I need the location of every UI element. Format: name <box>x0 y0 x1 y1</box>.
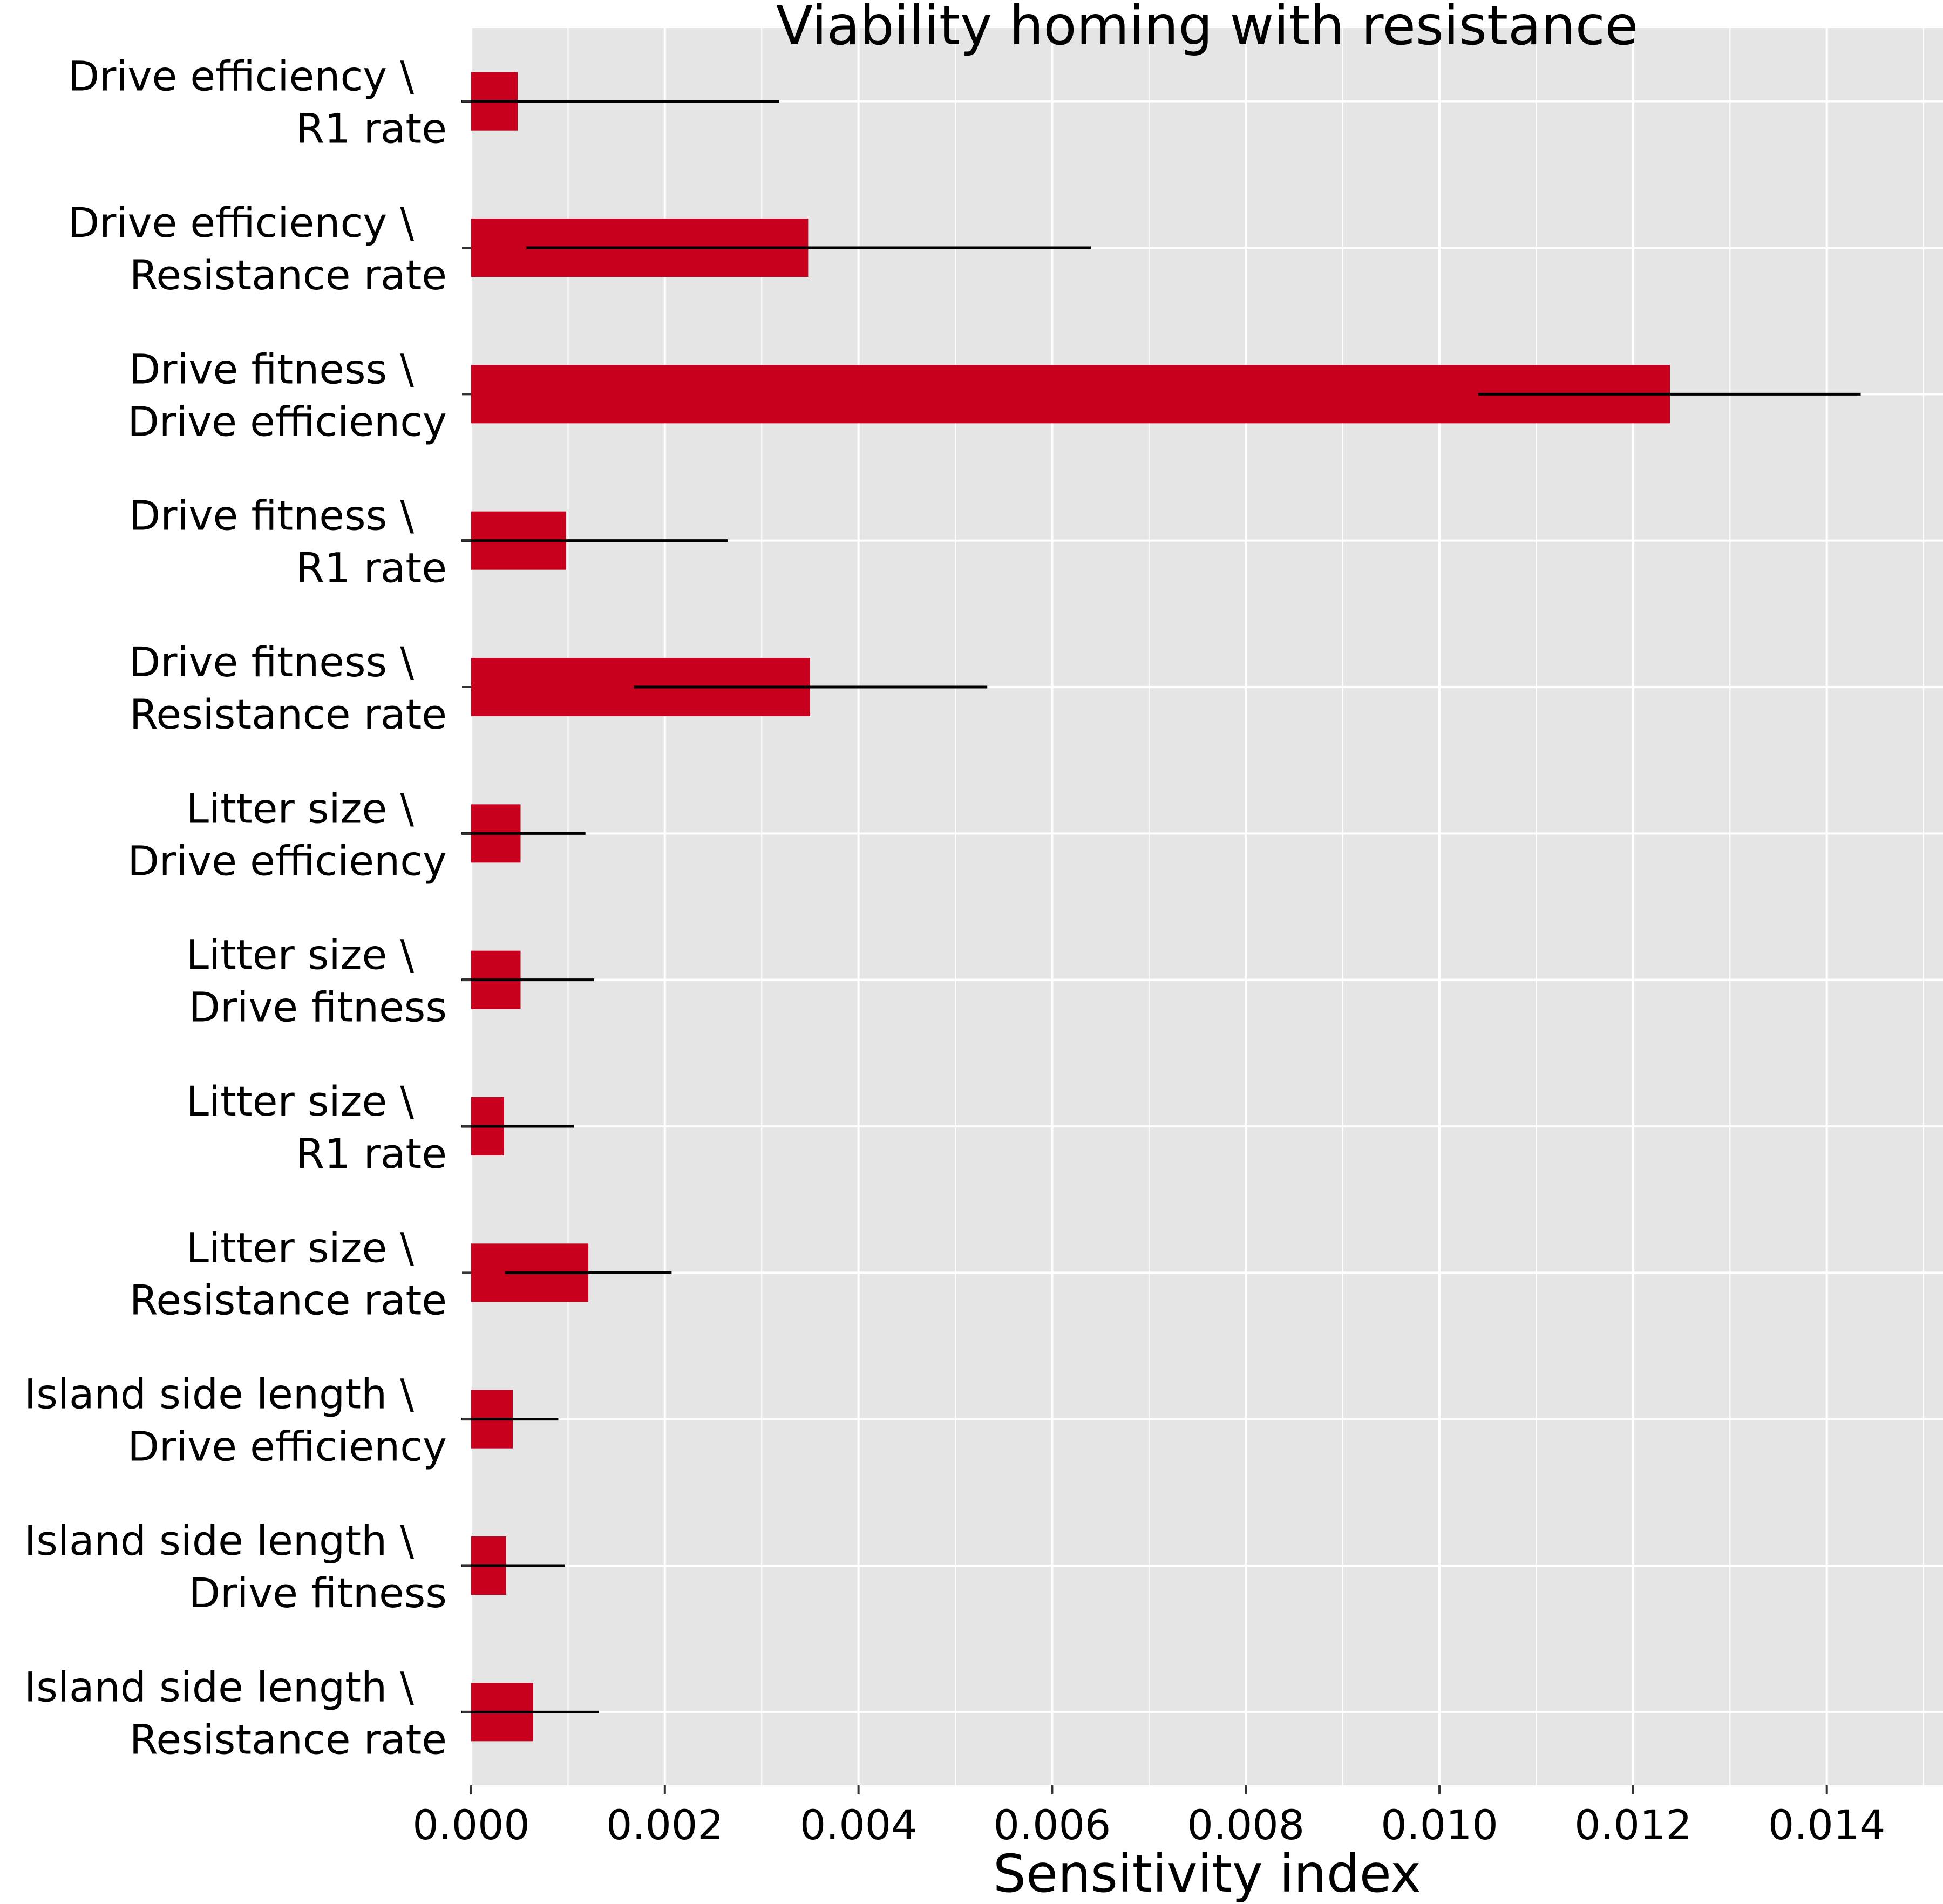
category-label-line1: Drive efficiency \ <box>68 52 415 100</box>
category-label-line1: Island side length \ <box>24 1370 415 1418</box>
x-ticks: 0.000 0.002 0.004 0.006 0.008 0.010 0.012 0.014 <box>412 1785 1885 1849</box>
category-label-line2: R1 rate <box>296 544 447 592</box>
x-tick-label: 0.008 <box>1187 1801 1305 1849</box>
x-tick-label: 0.004 <box>800 1801 918 1849</box>
category-label-line1: Drive fitness \ <box>129 345 415 393</box>
x-axis-title: Sensitivity index <box>993 1844 1421 1904</box>
category-label-line2: Drive efficiency <box>127 397 447 445</box>
error-bars <box>461 100 1861 1713</box>
category-label-line1: Litter size \ <box>186 931 415 979</box>
category-label-line2: R1 rate <box>296 105 447 153</box>
y-ticks <box>462 100 471 1713</box>
category-label-line2: Drive efficiency <box>127 837 447 885</box>
category-label-line1: Litter size \ <box>186 1077 415 1125</box>
category-label-line2: Drive fitness <box>188 983 447 1031</box>
category-label-line2: R1 rate <box>296 1130 447 1178</box>
category-label-line1: Litter size \ <box>186 1223 415 1271</box>
category-label-line1: Island side length \ <box>24 1663 415 1711</box>
category-label-line1: Drive efficiency \ <box>68 199 415 247</box>
category-label-line2: Drive fitness <box>188 1569 447 1617</box>
category-label-line2: Resistance rate <box>130 1276 447 1324</box>
x-tick-label: 0.010 <box>1381 1801 1498 1849</box>
category-labels: Drive efficiency \ R1 rate Drive efficienc… <box>24 52 447 1764</box>
x-tick-label: 0.012 <box>1574 1801 1692 1849</box>
category-label-line2: Resistance rate <box>130 690 447 738</box>
category-label-line2: Resistance rate <box>130 1715 447 1763</box>
x-tick-label: 0.006 <box>994 1801 1111 1849</box>
category-label-line1: Drive fitness \ <box>129 492 415 540</box>
category-label-line1: Island side length \ <box>24 1517 415 1565</box>
category-label-line2: Resistance rate <box>130 251 447 299</box>
grid-lines <box>470 28 1943 1785</box>
category-label-line1: Drive fitness \ <box>129 638 415 686</box>
x-tick-label: 0.014 <box>1768 1801 1886 1849</box>
plot-panel <box>471 28 1943 1785</box>
x-tick-label: 0.002 <box>606 1801 724 1849</box>
category-label-line1: Litter size \ <box>186 784 415 832</box>
x-tick-label: 0.000 <box>412 1801 530 1849</box>
chart-title: Viability homing with resistance <box>776 0 1638 57</box>
category-label-line2: Drive efficiency <box>127 1423 447 1471</box>
bar <box>471 365 1670 424</box>
